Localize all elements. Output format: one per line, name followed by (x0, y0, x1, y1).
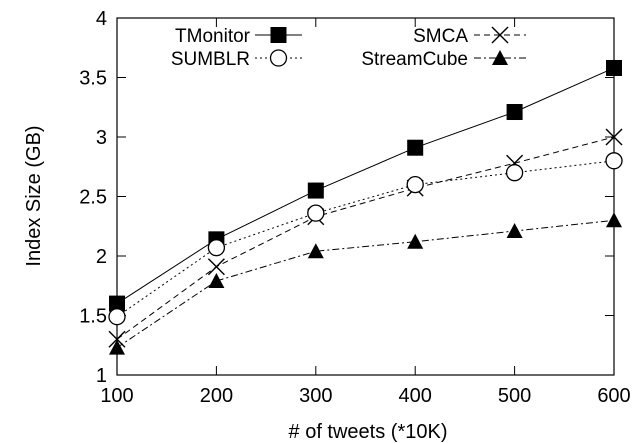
data-point-streamcube (506, 223, 523, 239)
x-tick-label: 500 (498, 385, 531, 407)
data-point-tmonitor (109, 295, 125, 312)
series-line-sumblr (116, 160, 615, 318)
data-point-sumblr (307, 204, 325, 222)
legend-marker-smca (491, 26, 509, 44)
data-point-streamcube (606, 212, 622, 228)
data-point-smca (605, 128, 623, 146)
plot-area-frame (116, 17, 615, 376)
series-line-streamcube (116, 219, 615, 349)
cross-stroke (491, 26, 509, 44)
y-tick-label: 3.5 (79, 68, 107, 90)
y-tick-label: 1 (96, 365, 107, 387)
cross-stroke (605, 128, 623, 146)
x-tick-label: 100 (100, 385, 133, 407)
y-axis-label: Index Size (GB) (23, 125, 45, 266)
data-point-streamcube (109, 339, 125, 355)
legend-label-smca: SMCA (413, 26, 468, 47)
y-tick-label: 2 (96, 246, 107, 268)
data-point-streamcube (307, 243, 324, 259)
data-point-streamcube (407, 233, 424, 249)
data-point-sumblr (207, 239, 226, 257)
y-tick-label: 4 (96, 8, 107, 30)
x-tick-label: 400 (399, 385, 432, 407)
legend-label-streamcube: StreamCube (361, 49, 468, 70)
cross-stroke (207, 258, 225, 276)
data-point-sumblr (108, 308, 126, 326)
data-point-sumblr (505, 164, 524, 182)
y-tick-label: 3 (96, 127, 107, 149)
data-point-tmonitor (606, 59, 622, 76)
data-point-sumblr (605, 152, 623, 170)
legend-label-sumblr: SUMBLR (171, 49, 250, 70)
x-tick-label: 600 (597, 385, 630, 407)
legend-marker-tmonitor (270, 27, 287, 43)
data-point-tmonitor (407, 139, 424, 156)
series-line-tmonitor (116, 67, 615, 305)
legend-label-tmonitor: TMonitor (175, 26, 251, 47)
cross-stroke (108, 330, 126, 348)
data-point-streamcube (208, 272, 225, 288)
y-tick-label: 2.5 (79, 187, 107, 209)
legend-marker-streamcube (492, 50, 508, 65)
x-axis-label: # of tweets (*10K) (289, 421, 448, 443)
data-point-tmonitor (506, 104, 523, 121)
y-tick-label: 1.5 (79, 306, 107, 328)
data-point-smca (207, 258, 225, 276)
x-tick-label: 300 (299, 385, 332, 407)
series-line-smca (116, 136, 615, 340)
data-point-tmonitor (307, 182, 324, 199)
x-tick-label: 200 (200, 385, 233, 407)
data-point-sumblr (406, 175, 424, 194)
legend-marker-sumblr (269, 49, 288, 67)
